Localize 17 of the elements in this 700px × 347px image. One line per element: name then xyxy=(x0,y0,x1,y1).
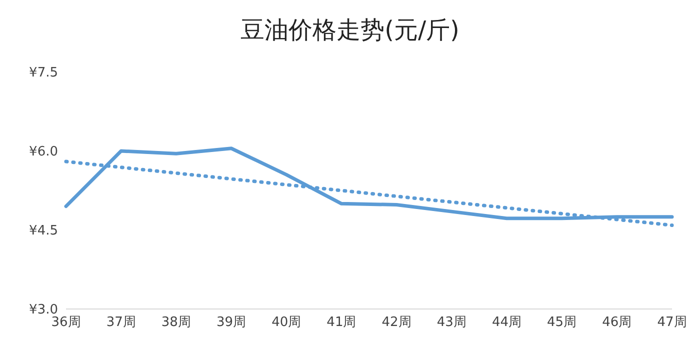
x-tick-label: 42周 xyxy=(382,315,412,330)
x-tick-label: 41周 xyxy=(326,315,356,330)
x-tick-label: 39周 xyxy=(216,315,246,330)
x-tick-label: 45周 xyxy=(547,315,577,330)
x-tick-label: 36周 xyxy=(51,315,81,330)
x-tick-label: 44周 xyxy=(492,315,522,330)
x-tick-label: 37周 xyxy=(106,315,136,330)
y-tick-label: ¥6.0 xyxy=(29,144,58,160)
chart-title: 豆油价格走势(元/斤) xyxy=(240,15,460,46)
x-tick-label: 46周 xyxy=(602,315,632,330)
x-tick-label: 40周 xyxy=(272,315,302,330)
y-tick-label: ¥3.0 xyxy=(29,302,58,318)
y-tick-label: ¥7.5 xyxy=(29,66,58,81)
y-tick-label: ¥4.5 xyxy=(29,224,58,239)
x-tick-label: 43周 xyxy=(436,315,466,330)
x-tick-label: 47周 xyxy=(657,315,687,330)
x-tick-label: 38周 xyxy=(161,315,191,330)
